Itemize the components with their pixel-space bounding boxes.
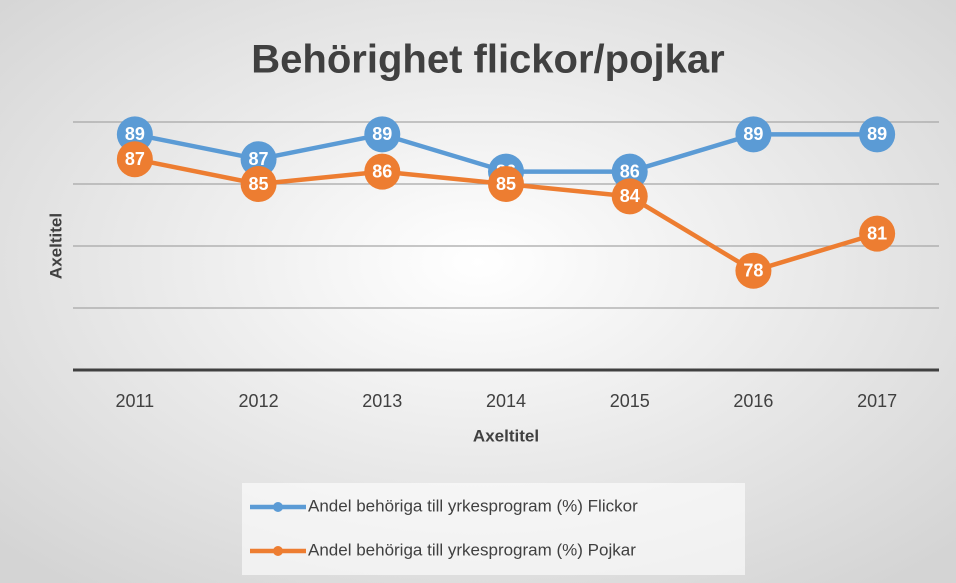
x-tick-label: 2013 (362, 391, 402, 411)
marker (611, 178, 648, 215)
data-label: 89 (867, 124, 887, 144)
data-label: 86 (372, 161, 392, 181)
data-label: 86 (620, 161, 640, 181)
x-tick-label: 2016 (733, 391, 773, 411)
data-label: 85 (249, 174, 269, 194)
legend-marker (273, 502, 283, 512)
data-label: 89 (743, 124, 763, 144)
x-tick-label: 2011 (115, 391, 154, 411)
x-axis-title: Axeltitel (473, 426, 539, 445)
marker (364, 153, 401, 190)
data-label: 81 (867, 223, 887, 243)
data-label: 85 (496, 174, 516, 194)
data-label: 78 (743, 261, 763, 281)
marker (116, 116, 153, 153)
data-label: 84 (620, 186, 640, 206)
marker (859, 116, 896, 153)
data-label: 89 (372, 124, 392, 144)
marker (488, 166, 524, 202)
legend-label: Andel behöriga till yrkesprogram (%) Poj… (308, 540, 636, 559)
x-tick-label: 2014 (486, 391, 526, 411)
legend-box (242, 483, 745, 575)
legend-marker (273, 546, 283, 556)
data-label: 87 (249, 149, 269, 169)
y-axis-title: Axeltitel (46, 213, 65, 279)
x-tick-label: 2015 (610, 391, 650, 411)
marker (611, 153, 648, 190)
marker (240, 141, 277, 178)
x-tick-label: 2017 (857, 391, 897, 411)
data-label: 87 (125, 149, 145, 169)
data-label: 89 (125, 124, 145, 144)
legend-label: Andel behöriga till yrkesprogram (%) Fli… (308, 496, 638, 515)
marker (364, 116, 401, 153)
x-tick-label: 2012 (239, 391, 279, 411)
marker (735, 116, 772, 153)
marker (116, 141, 153, 178)
marker (240, 166, 277, 202)
chart-title: Behörighet flickor/pojkar (251, 38, 724, 82)
marker (735, 252, 772, 289)
marker (859, 215, 896, 252)
